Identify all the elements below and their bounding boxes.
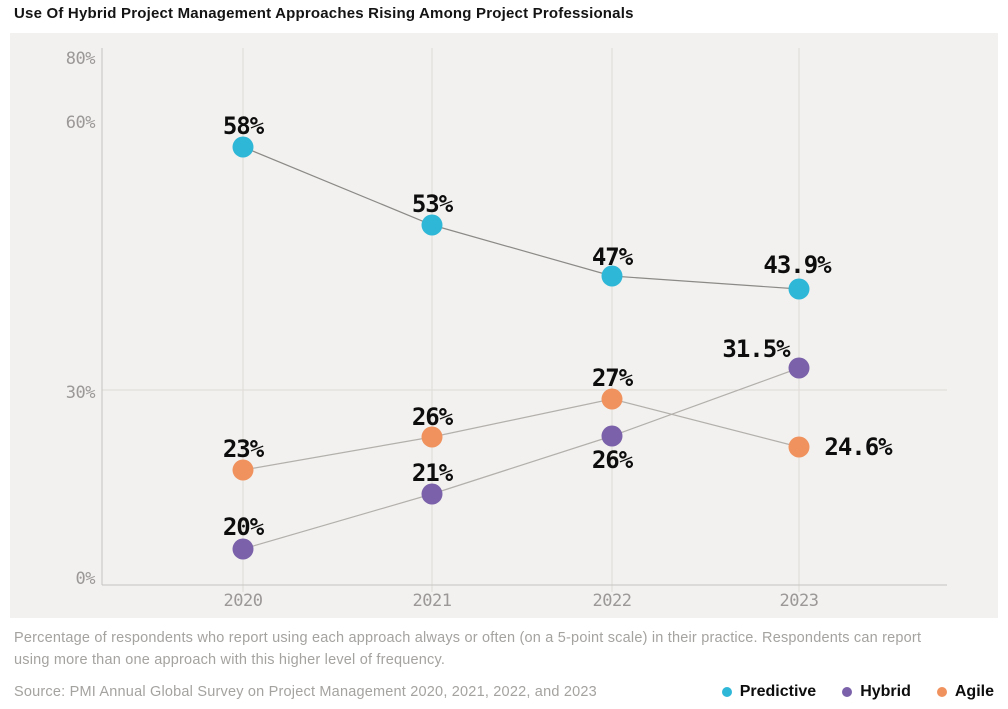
data-label-hybrid: 21%: [412, 459, 454, 487]
legend-dot-icon: [842, 687, 853, 697]
data-label-hybrid: 20%: [223, 513, 265, 541]
data-point-agile: [232, 459, 254, 481]
series-line-predictive: [242, 146, 800, 290]
x-tick-label: 2023: [780, 591, 819, 611]
x-tick-label: 2022: [593, 591, 632, 611]
line-chart: 80% 60% 30% 0% 2020 2021 2022 2023 58% 53% 47% 43.9…: [10, 33, 998, 618]
chart-footnote: Percentage of respondents who report usi…: [14, 627, 992, 671]
data-point-agile: [601, 388, 623, 410]
footnote-line-1: Percentage of respondents who report usi…: [14, 630, 922, 646]
legend-label: Predictive: [739, 683, 817, 700]
data-point-predictive: [421, 214, 443, 236]
series-line-hybrid: [242, 367, 800, 550]
data-label-hybrid: 26%: [592, 446, 634, 474]
data-label-predictive: 58%: [223, 112, 265, 140]
data-point-agile: [421, 426, 443, 448]
data-label-agile: 27%: [592, 364, 634, 392]
y-tick-label: 80%: [66, 49, 95, 69]
data-label-agile: 26%: [412, 403, 454, 431]
footnote-line-2: using more than one approach with this h…: [14, 652, 446, 668]
legend-label: Hybrid: [860, 683, 911, 700]
legend-dot-icon: [721, 687, 732, 697]
data-point-hybrid: [601, 425, 623, 447]
data-label-agile: 23%: [223, 435, 265, 463]
page-title: Use Of Hybrid Project Management Approac…: [14, 5, 634, 22]
y-tick-label: 0%: [76, 569, 96, 589]
data-label-predictive: 53%: [412, 190, 454, 218]
chart-legend: Predictive Hybrid Agile: [721, 683, 994, 701]
source-note: Source: PMI Annual Global Survey on Proj…: [14, 684, 597, 700]
legend-dot-icon: [936, 687, 947, 697]
legend-item-hybrid: Hybrid: [842, 683, 911, 701]
x-tick-label: 2020: [224, 591, 263, 611]
data-label-agile: 24.6%: [824, 433, 893, 461]
y-tick-label: 30%: [66, 383, 95, 403]
data-label-predictive: 47%: [592, 243, 634, 271]
data-point-agile: [788, 436, 810, 458]
data-point-predictive: [788, 278, 810, 300]
x-tick-label: 2021: [413, 591, 452, 611]
data-label-predictive: 43.9%: [763, 251, 832, 279]
legend-label: Agile: [954, 683, 994, 700]
data-point-hybrid: [421, 483, 443, 505]
chart-canvas: 80% 60% 30% 0% 2020 2021 2022 2023 58% 53% 47% 43.9…: [66, 48, 947, 611]
legend-item-predictive: Predictive: [721, 683, 817, 701]
data-label-hybrid: 31.5%: [722, 335, 791, 363]
data-point-hybrid: [788, 357, 810, 379]
series-line-agile: [242, 398, 800, 471]
data-point-predictive: [232, 136, 254, 158]
legend-item-agile: Agile: [936, 683, 994, 701]
y-tick-label: 60%: [66, 113, 95, 133]
bottom-row: Source: PMI Annual Global Survey on Proj…: [14, 683, 994, 701]
data-point-predictive: [601, 265, 623, 287]
data-point-hybrid: [232, 538, 254, 560]
